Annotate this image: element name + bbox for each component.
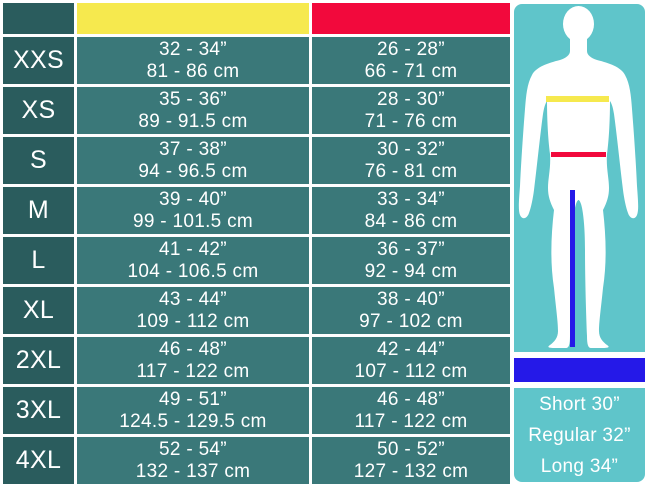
chest-cell: 35 - 36” 89 - 91.5 cm — [77, 87, 309, 134]
waist-line — [551, 152, 606, 157]
size-label: 2XL — [3, 337, 74, 384]
chest-cell: 43 - 44” 109 - 112 cm — [77, 287, 309, 334]
chest-cm: 109 - 112 cm — [136, 310, 250, 332]
chest-cm: 89 - 91.5 cm — [138, 110, 248, 132]
chest-cell: 52 - 54” 132 - 137 cm — [77, 437, 309, 484]
chest-cell: 32 - 34” 81 - 86 cm — [77, 37, 309, 84]
waist-cm: 107 - 112 cm — [354, 360, 468, 382]
chest-cm: 99 - 101.5 cm — [132, 210, 254, 232]
chest-measure-swatch — [77, 3, 309, 34]
waist-inches: 30 - 32” — [377, 138, 445, 160]
header-size-cell — [3, 3, 74, 34]
inseam-line — [570, 190, 575, 347]
waist-inches: 36 - 37” — [377, 238, 445, 260]
inseam-length-legend: Short 30” Regular 32” Long 34” — [514, 388, 645, 482]
chest-inches: 43 - 44” — [159, 288, 227, 310]
waist-cm: 84 - 86 cm — [364, 210, 458, 232]
waist-cell: 36 - 37” 92 - 94 cm — [312, 237, 510, 284]
waist-cell: 50 - 52” 127 - 132 cm — [312, 437, 510, 484]
waist-inches: 50 - 52” — [377, 438, 445, 460]
inseam-length-swatch — [514, 358, 645, 382]
chest-line — [546, 96, 609, 102]
waist-cm: 66 - 71 cm — [364, 60, 458, 82]
waist-cell: 28 - 30” 71 - 76 cm — [312, 87, 510, 134]
size-label: M — [3, 187, 74, 234]
waist-inches: 38 - 40” — [377, 288, 445, 310]
waist-cm: 76 - 81 cm — [364, 160, 458, 182]
waist-cell: 38 - 40” 97 - 102 cm — [312, 287, 510, 334]
size-label: XS — [3, 87, 74, 134]
chest-inches: 52 - 54” — [159, 438, 227, 460]
waist-inches: 28 - 30” — [377, 88, 445, 110]
chest-cell: 41 - 42” 104 - 106.5 cm — [77, 237, 309, 284]
waist-cell: 42 - 44” 107 - 112 cm — [312, 337, 510, 384]
chest-cm: 81 - 86 cm — [146, 60, 240, 82]
chest-inches: 32 - 34” — [159, 38, 227, 60]
waist-cm: 71 - 76 cm — [364, 110, 458, 132]
chest-inches: 35 - 36” — [159, 88, 227, 110]
chest-inches: 39 - 40” — [159, 188, 227, 210]
chest-cm: 117 - 122 cm — [136, 360, 250, 382]
chest-inches: 41 - 42” — [159, 238, 227, 260]
chest-inches: 49 - 51” — [159, 388, 227, 410]
waist-inches: 26 - 28” — [377, 38, 445, 60]
chest-cell: 37 - 38” 94 - 96.5 cm — [77, 137, 309, 184]
waist-cm: 92 - 94 cm — [364, 260, 458, 282]
waist-cm: 117 - 122 cm — [354, 410, 468, 432]
chest-inches: 37 - 38” — [159, 138, 227, 160]
size-label: 3XL — [3, 387, 74, 434]
waist-cm: 97 - 102 cm — [359, 310, 463, 332]
chest-cm: 104 - 106.5 cm — [127, 260, 259, 282]
size-label: S — [3, 137, 74, 184]
waist-inches: 46 - 48” — [377, 388, 445, 410]
size-chart-table: XXS 32 - 34” 81 - 86 cm 26 - 28” 66 - 71… — [3, 3, 510, 484]
waist-measure-swatch — [312, 3, 510, 34]
measurement-diagram-panel: Short 30” Regular 32” Long 34” — [514, 4, 645, 482]
waist-cm: 127 - 132 cm — [353, 460, 469, 482]
waist-inches: 33 - 34” — [377, 188, 445, 210]
size-label: XXS — [3, 37, 74, 84]
size-label: 4XL — [3, 437, 74, 484]
waist-cell: 30 - 32” 76 - 81 cm — [312, 137, 510, 184]
chest-cell: 46 - 48” 117 - 122 cm — [77, 337, 309, 384]
chest-inches: 46 - 48” — [159, 338, 227, 360]
legend-line-regular: Regular 32” — [528, 424, 631, 446]
chest-cell: 49 - 51” 124.5 - 129.5 cm — [77, 387, 309, 434]
legend-line-short: Short 30” — [539, 393, 620, 415]
body-diagram — [514, 4, 645, 352]
chest-cm: 124.5 - 129.5 cm — [119, 410, 267, 432]
body-silhouette-icon — [518, 6, 639, 348]
waist-cell: 26 - 28” 66 - 71 cm — [312, 37, 510, 84]
size-label: L — [3, 237, 74, 284]
waist-inches: 42 - 44” — [377, 338, 445, 360]
waist-cell: 33 - 34” 84 - 86 cm — [312, 187, 510, 234]
chest-cm: 132 - 137 cm — [135, 460, 251, 482]
chest-cell: 39 - 40” 99 - 101.5 cm — [77, 187, 309, 234]
chest-cm: 94 - 96.5 cm — [138, 160, 248, 182]
size-label: XL — [3, 287, 74, 334]
legend-line-long: Long 34” — [540, 455, 619, 477]
waist-cell: 46 - 48” 117 - 122 cm — [312, 387, 510, 434]
